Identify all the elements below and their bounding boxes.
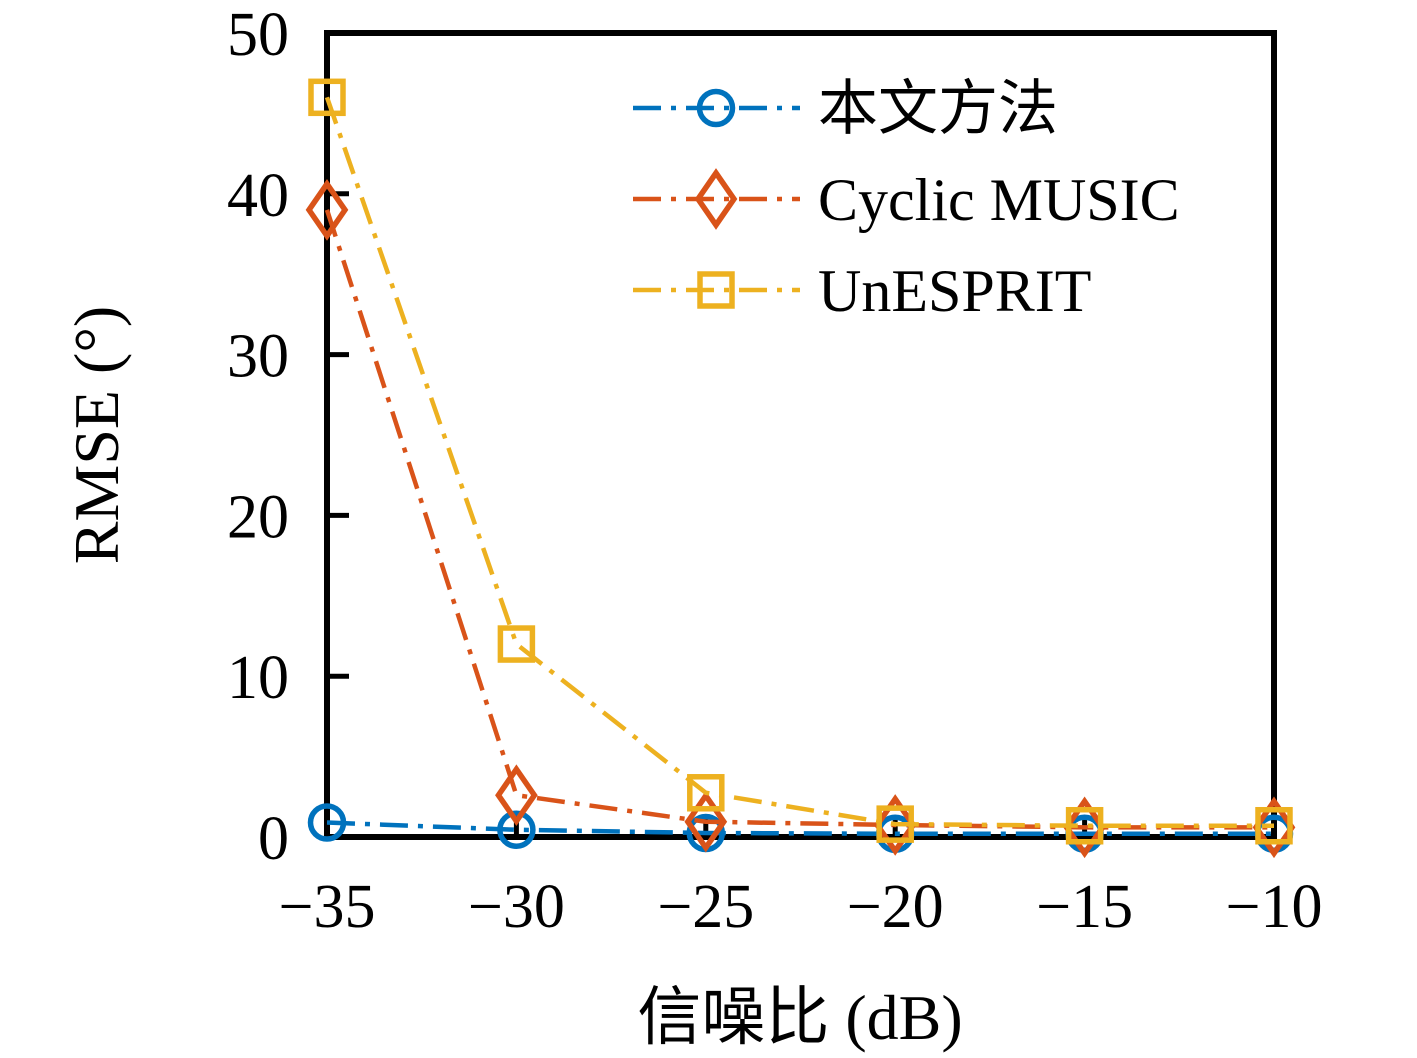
square-marker	[1255, 806, 1293, 845]
series-cyclic-music	[305, 179, 1296, 859]
legend-label: UnESPRIT	[818, 258, 1091, 324]
x-tick-label: −25	[657, 873, 754, 941]
square-marker	[876, 805, 914, 843]
square-marker	[308, 78, 346, 117]
y-tick-label: 50	[227, 1, 289, 69]
circle-marker	[696, 88, 736, 128]
x-tick-label: −35	[279, 873, 376, 941]
series-unesprit	[308, 78, 1293, 845]
y-axis-label: RMSE (°)	[61, 306, 132, 565]
diamond-marker	[873, 794, 917, 856]
circle-marker	[497, 810, 536, 850]
x-tick-label: −10	[1226, 873, 1323, 941]
y-tick-label: 10	[227, 644, 289, 712]
diamond-marker	[684, 790, 728, 853]
square-marker	[687, 774, 725, 812]
x-tick-label: −15	[1036, 873, 1133, 941]
circle-marker	[307, 803, 347, 842]
legend-label: 本文方法	[818, 76, 1058, 142]
diamond-marker	[1063, 796, 1106, 859]
legend-item-proposed-method: 本文方法	[633, 76, 1058, 142]
x-tick-label: −30	[468, 873, 565, 941]
diamond-marker	[495, 764, 538, 827]
y-tick-label: 40	[227, 162, 289, 230]
diamond-marker	[305, 179, 349, 241]
series-line	[324, 96, 1274, 828]
series-line	[324, 209, 1274, 830]
x-tick-label: −20	[847, 873, 944, 941]
plot-border	[324, 30, 1277, 840]
diamond-marker	[1252, 796, 1296, 859]
x-axis-label: 信噪比 (dB)	[637, 982, 962, 1053]
legend-label: Cyclic MUSIC	[818, 167, 1180, 233]
square-marker	[697, 271, 735, 309]
diamond-marker	[694, 168, 738, 230]
y-tick-label: 0	[258, 805, 289, 873]
square-marker	[1065, 806, 1104, 845]
y-tick-label: 30	[227, 323, 289, 391]
legend-item-cyclic-music: Cyclic MUSIC	[633, 167, 1180, 233]
y-tick-label: 20	[227, 483, 289, 551]
legend-item-unesprit: UnESPRIT	[633, 258, 1091, 324]
square-marker	[497, 625, 536, 663]
